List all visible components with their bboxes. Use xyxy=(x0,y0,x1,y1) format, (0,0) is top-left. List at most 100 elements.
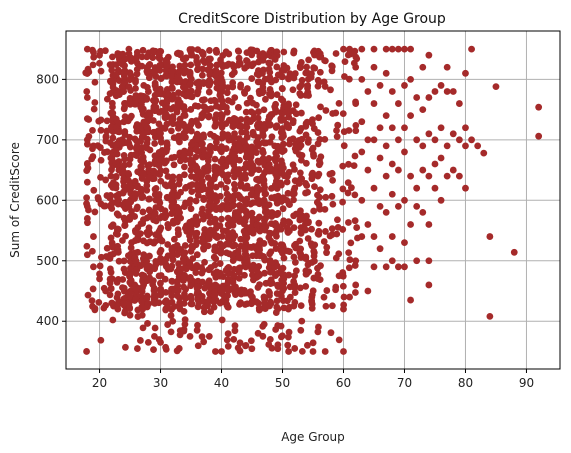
dense-point xyxy=(339,269,347,276)
dense-point xyxy=(290,212,298,220)
dense-point xyxy=(243,85,251,92)
dense-point xyxy=(316,186,324,194)
dense-point xyxy=(157,177,165,185)
dense-point xyxy=(151,185,159,193)
dense-point xyxy=(193,79,201,87)
dense-point xyxy=(162,157,170,165)
dense-point xyxy=(212,71,220,78)
dense-point xyxy=(157,254,165,262)
dense-point xyxy=(151,140,159,147)
dense-point xyxy=(345,264,353,272)
dense-point xyxy=(224,156,232,164)
dense-point xyxy=(186,46,194,53)
dense-point xyxy=(180,299,188,307)
dense-point xyxy=(205,202,213,210)
dense-point xyxy=(268,133,276,141)
dense-point xyxy=(235,135,243,142)
dense-point xyxy=(345,219,352,226)
dense-point xyxy=(91,208,99,216)
dense-point xyxy=(333,230,341,238)
dense-point xyxy=(140,251,148,259)
dense-point xyxy=(339,162,347,170)
dense-point xyxy=(112,71,120,79)
dense-point xyxy=(254,284,262,291)
scatter-point xyxy=(340,45,347,53)
dense-point xyxy=(149,117,157,124)
dense-point xyxy=(174,226,182,233)
scatter-point xyxy=(462,142,469,150)
dense-point xyxy=(234,191,242,199)
dense-point xyxy=(155,162,163,170)
dense-point xyxy=(157,291,165,299)
dense-point xyxy=(248,263,255,271)
dense-point xyxy=(150,299,158,307)
dense-point xyxy=(268,279,276,287)
dense-point xyxy=(143,95,151,103)
scatter-point xyxy=(455,136,463,144)
dense-point xyxy=(268,344,276,352)
scatter-point xyxy=(108,299,116,307)
dense-point xyxy=(302,282,310,290)
dense-point xyxy=(260,254,268,262)
dense-point xyxy=(278,157,285,165)
dense-point xyxy=(112,61,120,69)
scatter-point xyxy=(83,45,91,53)
scatter-point xyxy=(510,248,518,256)
dense-point xyxy=(308,293,316,301)
dense-point xyxy=(231,185,239,193)
dense-point xyxy=(213,48,220,56)
scatter-point xyxy=(431,88,439,95)
scatter-point xyxy=(425,257,433,265)
dense-point xyxy=(107,234,115,242)
dense-point xyxy=(119,50,127,58)
dense-point xyxy=(175,173,183,181)
dense-point xyxy=(323,287,331,294)
dense-point xyxy=(216,269,224,277)
dense-point xyxy=(134,248,142,256)
dense-point xyxy=(265,119,273,127)
dense-point xyxy=(335,250,343,258)
dense-point xyxy=(315,170,323,178)
dense-point xyxy=(314,129,322,136)
scatter-point xyxy=(425,172,433,180)
dense-point xyxy=(139,46,147,54)
dense-point xyxy=(170,235,178,243)
dense-point xyxy=(119,284,126,291)
dense-point xyxy=(222,162,230,170)
dense-point xyxy=(302,69,310,77)
scatter-point xyxy=(407,221,414,228)
scatter-point xyxy=(388,45,396,53)
dense-point xyxy=(188,300,196,308)
dense-point xyxy=(277,179,285,187)
dense-point xyxy=(253,138,261,146)
dense-point xyxy=(180,152,187,160)
dense-point xyxy=(328,169,336,177)
dense-point xyxy=(272,76,280,84)
scatter-point xyxy=(419,208,427,216)
dense-point xyxy=(168,245,176,253)
dense-point xyxy=(301,226,309,234)
dense-point xyxy=(347,184,355,192)
x-axis-ticks: 20 30 40 50 60 70 80 90 xyxy=(92,369,534,390)
chart-title: CreditScore Distribution by Age Group xyxy=(178,11,446,27)
dense-point xyxy=(119,201,127,209)
dense-point xyxy=(94,194,102,201)
scatter-point xyxy=(370,63,378,71)
dense-point xyxy=(143,64,151,71)
scatter-point xyxy=(370,263,378,271)
dense-point xyxy=(109,221,117,229)
scatter-point xyxy=(358,148,366,156)
dense-point xyxy=(186,196,194,204)
dense-point xyxy=(339,110,347,118)
scatter-point xyxy=(358,118,366,126)
scatter-point xyxy=(443,172,451,180)
scatter-point xyxy=(449,88,457,95)
dense-point xyxy=(223,249,230,257)
dense-point xyxy=(315,219,323,227)
dense-point xyxy=(346,256,354,264)
dense-point xyxy=(198,177,206,185)
dense-point xyxy=(150,284,158,292)
scatter-point xyxy=(370,136,378,144)
dense-point xyxy=(132,295,140,303)
dense-point xyxy=(240,173,248,181)
